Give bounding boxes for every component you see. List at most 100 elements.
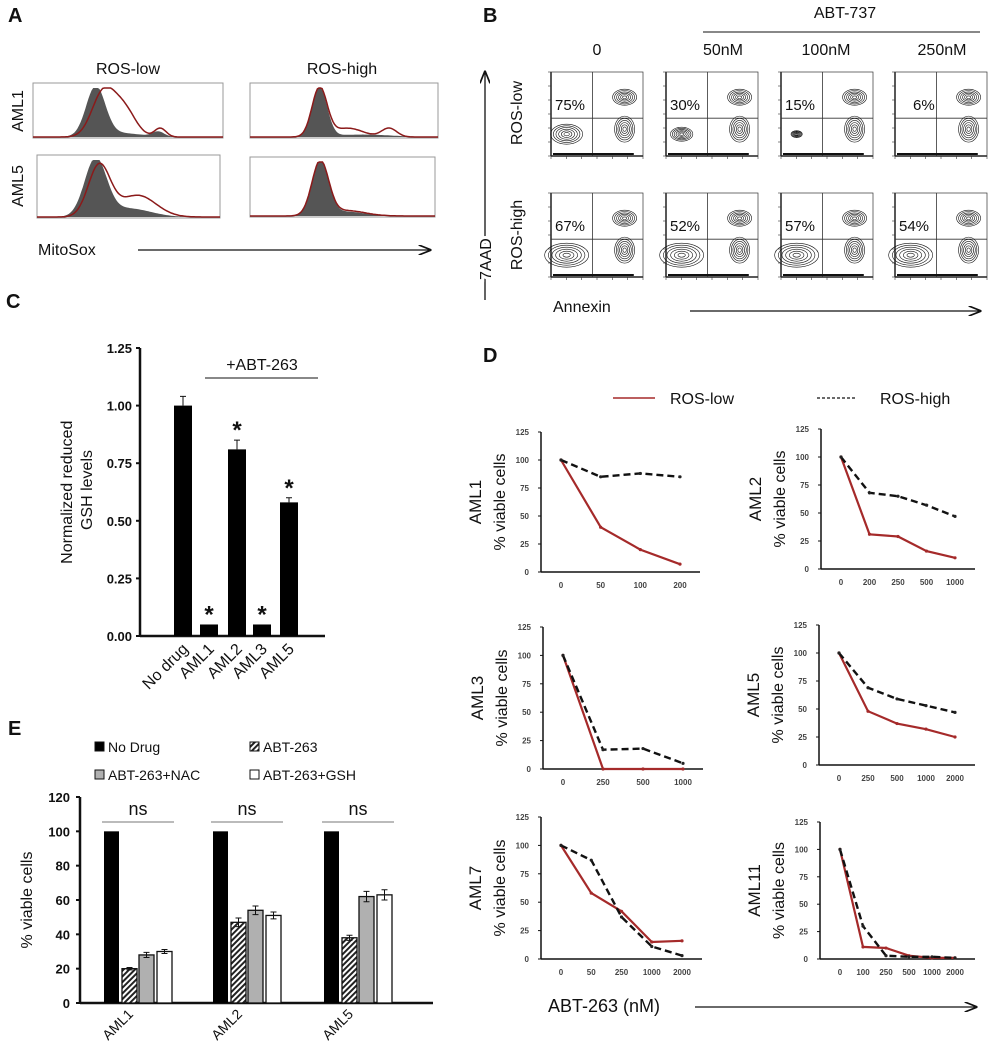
contour-line — [727, 209, 752, 227]
series-line-ros-low — [839, 456, 956, 559]
contour-line — [670, 126, 694, 142]
y-axis-label-7aad: 7AAD — [478, 238, 495, 280]
y-tick-label: 75 — [800, 481, 809, 490]
x-tick-label: 250 — [879, 968, 893, 977]
contour-line — [612, 88, 637, 106]
contour-line — [733, 92, 746, 102]
contour-line — [670, 248, 693, 262]
contour-line — [614, 236, 635, 264]
contour-line — [677, 252, 686, 258]
legend-swatch — [94, 769, 105, 780]
bar-aml3 — [253, 624, 271, 636]
error-bar — [270, 911, 277, 920]
data-point — [867, 532, 872, 536]
y-tick-label: 50 — [800, 509, 809, 518]
bar-abt-263 — [341, 937, 358, 1004]
data-point — [650, 944, 654, 949]
histogram-mitosox-line — [33, 87, 223, 138]
contour-line — [958, 211, 979, 226]
treatment-header: ABT-737 — [814, 5, 876, 22]
y-tick-label: 100 — [796, 453, 810, 462]
contour-line — [551, 246, 582, 264]
live-cell-percentage: 15% — [785, 97, 815, 114]
y-tick-label: 25 — [522, 737, 531, 746]
legend-swatch — [94, 741, 105, 752]
contour-line — [849, 243, 860, 257]
y-axis-label: % viable cells — [492, 454, 509, 551]
contour-line — [563, 132, 570, 137]
y-tick-label: 0 — [803, 761, 808, 770]
y-tick-label: 50 — [520, 512, 529, 521]
y-tick-label: 75 — [520, 870, 529, 879]
data-point — [559, 843, 563, 848]
y-tick-label: 120 — [48, 790, 70, 805]
y-tick-label: 75 — [522, 680, 531, 689]
y-tick-label: 75 — [798, 677, 807, 686]
contour-line — [737, 247, 742, 253]
histogram-mitosox-line — [250, 87, 438, 138]
contour-line — [737, 216, 742, 220]
contour-column-label: 50nM — [703, 42, 743, 59]
contour-line — [679, 132, 684, 136]
contour-line — [956, 209, 981, 227]
contour-line — [619, 122, 630, 136]
x-tick-label: 200 — [863, 578, 877, 587]
error-bar — [363, 890, 370, 903]
panel-letter-c: C — [6, 291, 20, 313]
x-tick-label: 0 — [839, 578, 844, 587]
contour-line — [663, 244, 701, 266]
contour-line — [892, 244, 930, 266]
plot-frame — [780, 192, 874, 278]
histogram-column-label: ROS-low — [96, 61, 160, 78]
contour-line — [735, 124, 744, 134]
contour-line — [844, 236, 865, 264]
data-point — [641, 746, 645, 751]
subplot-title: AML5 — [744, 673, 763, 717]
histogram-mitosox-line — [250, 161, 435, 217]
contour-line — [729, 211, 750, 226]
x-tick-label: 0 — [837, 774, 842, 783]
panel-b-contour-plots: ABT-737 ROS-low ROS-high 7AAD Annexin 0 5… — [475, 5, 988, 316]
contour-plot: 67% — [544, 192, 644, 280]
panel-letter-e: E — [8, 718, 21, 740]
data-point — [589, 858, 593, 862]
y-tick-label: 0.25 — [107, 571, 132, 586]
contour-line — [794, 132, 799, 136]
contour-plot: 52% — [659, 192, 759, 280]
y-axis-label: % viable cells — [492, 840, 509, 937]
series-line-ros-high — [560, 844, 683, 957]
x-tick-label: 1000 — [923, 968, 941, 977]
legend-label: ABT-263+GSH — [263, 767, 356, 783]
legend-swatch — [249, 769, 260, 780]
contour-line — [729, 90, 750, 105]
data-point — [641, 767, 645, 771]
bar-no-drug — [213, 831, 228, 1003]
contour-line — [842, 209, 867, 227]
y-tick-label: 25 — [520, 540, 529, 549]
contour-line — [966, 126, 971, 132]
error-bar — [180, 395, 186, 406]
contour-line — [852, 216, 857, 220]
contour-line — [730, 239, 749, 262]
contour-line — [963, 122, 974, 136]
contour-line — [850, 215, 859, 222]
legend-swatch — [249, 741, 260, 752]
contour-line — [727, 88, 752, 106]
bracket-label: +ABT-263 — [226, 357, 298, 374]
contour-line — [959, 239, 978, 262]
series-line-ros-low — [560, 844, 683, 944]
x-tick-label: 500 — [920, 578, 934, 587]
error-bar — [346, 934, 353, 941]
contour-line — [729, 115, 750, 143]
contour-line — [616, 212, 633, 224]
data-point — [837, 651, 841, 655]
y-tick-label: 75 — [799, 873, 808, 882]
x-tick-label: 100 — [634, 581, 648, 590]
contour-line — [618, 213, 631, 223]
y-tick-label: 100 — [48, 824, 70, 839]
x-tick-label: 500 — [902, 968, 916, 977]
y-tick-label: 125 — [516, 428, 530, 437]
live-cell-percentage: 75% — [555, 97, 585, 114]
contour-line — [846, 212, 863, 224]
contour-line — [731, 212, 748, 224]
